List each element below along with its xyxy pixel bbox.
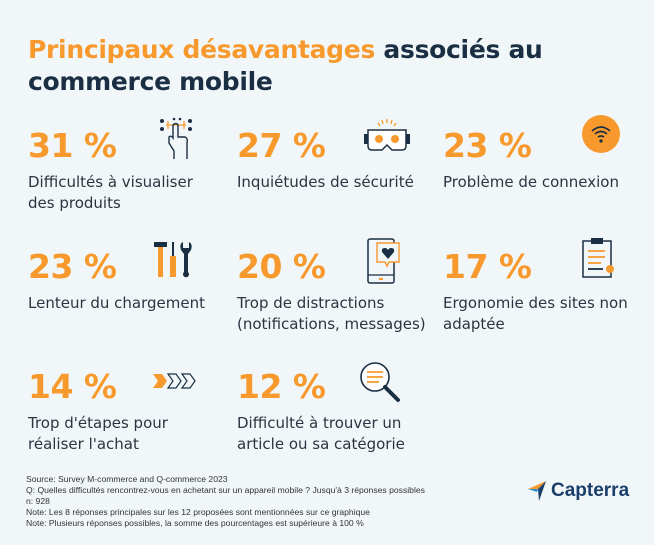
- steps-chevrons-icon: [153, 373, 196, 389]
- brand-name: Capterra: [551, 480, 630, 501]
- touch-gesture-icon: [160, 117, 192, 159]
- stat-item: 23 % Problème de connexion: [443, 128, 643, 193]
- stat-percent: 20 %: [237, 247, 326, 286]
- stat-item: 17 % Ergonomie des sites non adaptée: [443, 249, 653, 335]
- stat-percent: 12 %: [237, 367, 326, 406]
- stat-percent: 27 %: [237, 126, 326, 165]
- wifi-icon: [582, 115, 620, 153]
- magnifier-icon: [360, 362, 400, 402]
- stat-percent: 23 %: [28, 247, 117, 286]
- stat-item: 23 % Lenteur du chargement: [28, 249, 228, 314]
- stat-item: 12 % Difficulté à trouver un article ou sa…: [237, 369, 437, 455]
- footer-sample-size: n: 928: [26, 496, 50, 506]
- stat-label: Inquiétudes de sécurité: [237, 173, 414, 191]
- stat-percent: 17 %: [443, 247, 532, 286]
- stat-label: Trop d'étapes pour réaliser l'achat: [28, 414, 168, 453]
- tools-icon: [154, 242, 192, 278]
- footer-source: Source: Survey M-commerce and Q-commerce…: [26, 474, 228, 484]
- footer-note: Note: Les 8 réponses principales sur les…: [26, 507, 370, 517]
- phone-notification-icon: [367, 238, 400, 284]
- stat-item: 14 % Trop d'étapes pour réaliser l'achat: [28, 369, 228, 455]
- capterra-arrow-icon: [528, 481, 546, 501]
- page-title: Principaux désavantages associés au comm…: [28, 34, 543, 98]
- stat-item: 20 % Trop de distractions (notifications, …: [237, 249, 447, 335]
- stat-item: 31 % Difficultés à visualiser des produits: [28, 128, 228, 214]
- capterra-logo: Capterra: [528, 480, 629, 502]
- stat-label: Difficulté à trouver un article ou sa cat…: [237, 414, 405, 453]
- stat-label: Problème de connexion: [443, 173, 619, 191]
- stat-label: Difficultés à visualiser des produits: [28, 173, 193, 212]
- title-line2: commerce mobile: [28, 67, 273, 96]
- stat-label: Lenteur du chargement: [28, 294, 206, 312]
- footer-notes: Source: Survey M-commerce and Q-commerce…: [26, 474, 425, 529]
- footer-question: Q: Quelles difficultés rencontrez-vous e…: [26, 485, 425, 495]
- stat-label: Trop de distractions (notifications, mess…: [237, 294, 426, 333]
- stat-item: 27 % Inquiétudes de sécurité: [237, 128, 437, 193]
- title-rest: associés au: [375, 35, 543, 64]
- stat-percent: 14 %: [28, 367, 117, 406]
- footer-note: Note: Plusieurs réponses possibles, la s…: [26, 518, 364, 528]
- stat-label: Ergonomie des sites non adaptée: [443, 294, 628, 333]
- stat-percent: 31 %: [28, 126, 117, 165]
- stat-percent: 23 %: [443, 126, 532, 165]
- vr-headset-icon: [364, 119, 410, 151]
- clipboard-error-icon: [582, 238, 614, 278]
- title-highlight: Principaux désavantages: [28, 35, 376, 64]
